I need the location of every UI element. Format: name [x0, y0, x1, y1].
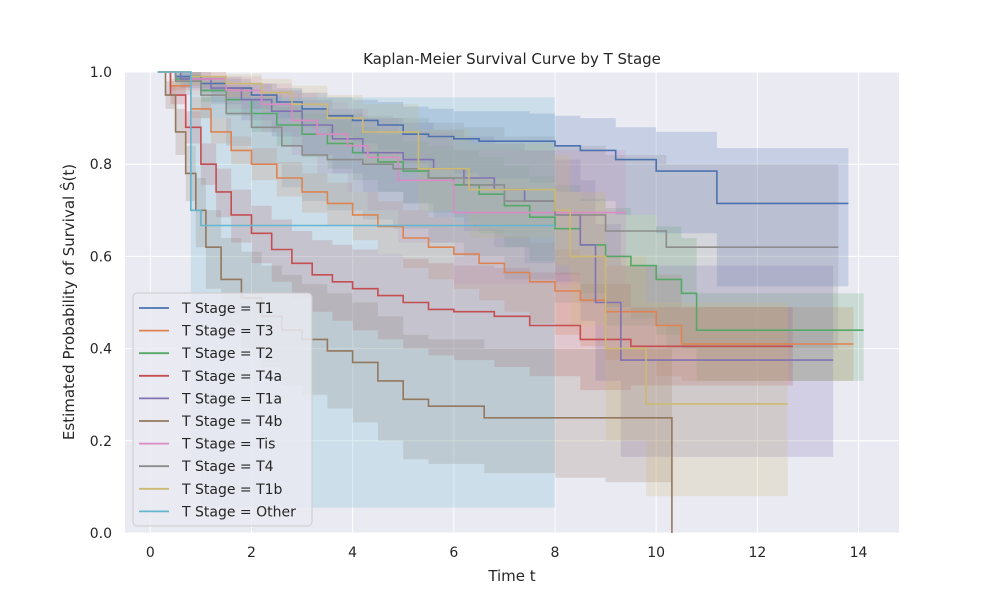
survival-line-8: [157, 71, 788, 405]
legend-label: T Stage = T4: [181, 459, 274, 475]
legend-label: T Stage = T4a: [181, 369, 282, 385]
legend-label: T Stage = T2: [181, 346, 274, 362]
y-tick-label: 0.8: [90, 157, 112, 173]
confidence-band-3: [157, 72, 793, 391]
survival-line-7: [157, 71, 839, 248]
x-tick-label: 10: [647, 545, 665, 561]
y-tick-label: 0.2: [90, 434, 112, 450]
x-tick-label: 2: [247, 545, 256, 561]
legend-label: T Stage = T3: [181, 324, 274, 340]
legend-label: T Stage = Tis: [181, 437, 275, 453]
confidence-band-5: [157, 72, 672, 497]
chart-title: Kaplan-Meier Survival Curve by T Stage: [363, 50, 661, 68]
legend: T Stage = T1 T Stage = T3 T Stage = T2 T St…: [132, 292, 313, 527]
survival-lines: [157, 71, 864, 533]
x-tick-label: 8: [551, 545, 560, 561]
y-axis-label: Estimated Probability of Survival Ŝ(t): [59, 164, 78, 440]
x-tick-label: 14: [850, 545, 868, 561]
legend-label: T Stage = Other: [181, 504, 296, 520]
x-axis-label: Time t: [487, 567, 535, 585]
confidence-band-8: [157, 72, 788, 497]
x-tick-label: 4: [348, 545, 357, 561]
confidence-band-1: [157, 72, 854, 381]
legend-box: [132, 292, 313, 527]
legend-label: T Stage = T1a: [181, 391, 282, 407]
survival-line-1: [157, 71, 854, 345]
legend-label: T Stage = T1b: [181, 482, 283, 498]
x-axis-ticks: 0 2 4 6 8 10 12 14: [146, 545, 868, 561]
x-tick-label: 6: [449, 545, 458, 561]
confidence-band-6: [157, 72, 626, 285]
y-tick-label: 0.0: [90, 526, 112, 542]
legend-label: T Stage = T1: [181, 301, 274, 317]
y-tick-label: 0.6: [90, 249, 112, 265]
x-tick-label: 12: [748, 545, 766, 561]
survival-line-3: [157, 71, 793, 348]
legend-label: T Stage = T4b: [181, 414, 283, 430]
y-tick-label: 1.0: [90, 65, 112, 81]
x-tick-label: 0: [146, 545, 155, 561]
confidence-band-2: [157, 72, 864, 381]
y-axis-ticks: 0.0 0.2 0.4 0.6 0.8 1.0: [90, 65, 112, 542]
survival-line-9: [157, 71, 555, 227]
y-tick-label: 0.4: [90, 342, 112, 358]
